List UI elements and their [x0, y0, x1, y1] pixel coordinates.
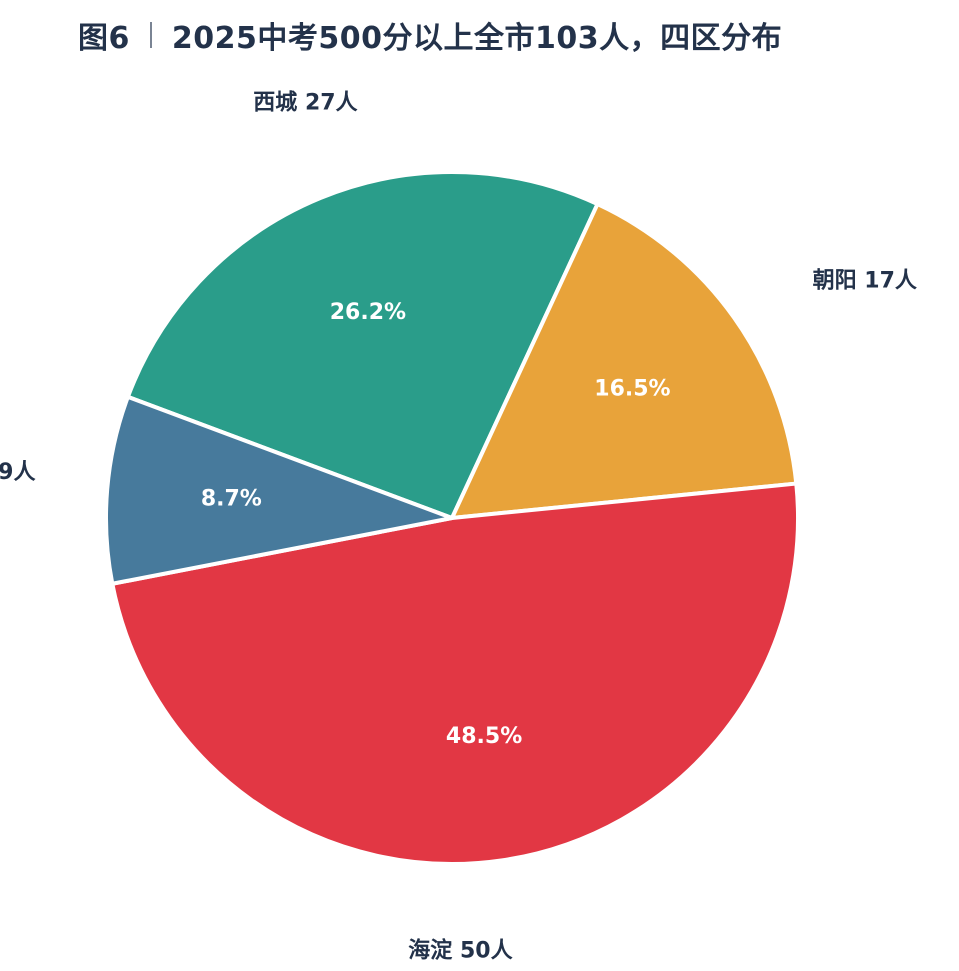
pie-slice-1 — [450, 202, 799, 520]
slice-category-label: 朝阳 17人 — [813, 268, 917, 294]
slice-percent-label: 16.5% — [594, 377, 670, 402]
title-separator — [149, 22, 152, 48]
slice-percent-label: 26.2% — [330, 300, 406, 325]
slice-percent-label: 8.7% — [201, 487, 262, 512]
figure-number: 图6 — [78, 21, 130, 56]
slice-category-label: 西城 27人 — [253, 89, 357, 115]
slice-percent-label: 48.5% — [446, 724, 522, 749]
pie-slice-3 — [104, 394, 454, 586]
slice-category-label: 海淀 50人 — [408, 938, 512, 964]
chart-title-text: 2025中考500分以上全市103人，四区分布 — [171, 21, 783, 56]
pie-slice-0 — [125, 170, 600, 520]
slice-category-label: 东城 9人 — [0, 459, 35, 485]
pie-slice-2 — [110, 481, 800, 866]
chart-title: 图6 2025中考500分以上全市103人，四区分布 — [78, 12, 782, 58]
